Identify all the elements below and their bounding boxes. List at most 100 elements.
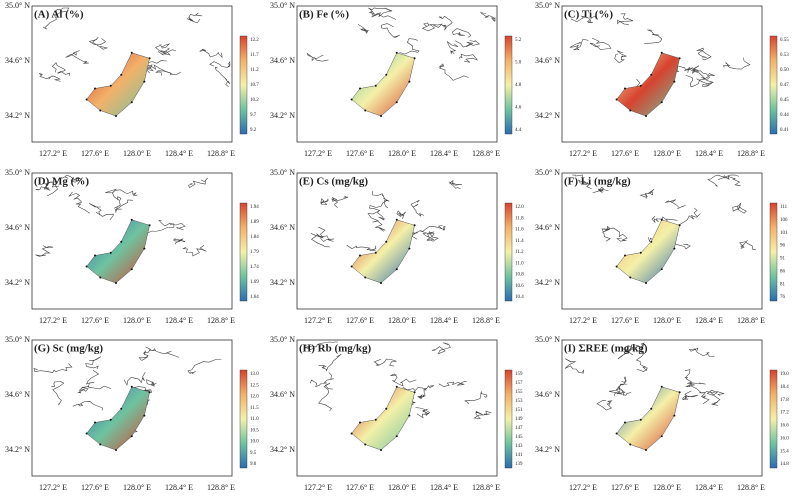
x-tick-label: 128.4° E [430, 316, 458, 325]
sample-site [385, 73, 388, 76]
map-frame [561, 5, 763, 143]
colorbar [769, 369, 778, 469]
colorbar-label: 0.44 [780, 113, 789, 118]
sample-site [615, 432, 618, 435]
colorbar-label: 1.79 [250, 250, 259, 255]
interpolated-area [351, 386, 415, 451]
coastline [358, 23, 370, 34]
sample-site [413, 57, 416, 60]
coastline [700, 391, 725, 405]
coastline [367, 210, 386, 232]
coastline [438, 63, 469, 81]
colorbar-label: 101 [780, 231, 788, 236]
coastline [681, 390, 699, 401]
sample-site [395, 218, 398, 221]
colorbar-label: 10.6 [515, 284, 524, 289]
interpolated-area [351, 52, 415, 117]
y-tick-label: 34.6° N [535, 56, 560, 65]
sample-site [645, 115, 647, 117]
coastline [310, 233, 330, 248]
colorbar-label: 11.6 [515, 228, 524, 233]
map-frame [31, 5, 233, 143]
coastline [665, 199, 686, 210]
coastline [732, 202, 747, 214]
coastline [77, 386, 90, 394]
x-tick-label: 128.8° E [472, 483, 500, 492]
interpolated-area [86, 219, 150, 284]
colorbar-label: 0.50 [780, 68, 789, 73]
x-tick-label: 128.4° E [695, 316, 723, 325]
panel-title: (D) Mg (%) [34, 176, 89, 188]
x-tick-label: 128.0° E [388, 483, 416, 492]
sample-site [143, 80, 146, 83]
colorbar-label: 10.2 [250, 98, 259, 103]
colorbar-label: 141 [515, 453, 523, 458]
coastline [309, 372, 334, 388]
sample-site [99, 276, 102, 279]
interpolated-area [86, 386, 150, 451]
x-tick-label: 128.4° E [430, 483, 458, 492]
coastline [155, 43, 177, 54]
x-tick-label: 128.4° E [165, 483, 193, 492]
coastline [685, 382, 705, 394]
colorbar-label: 1.74 [250, 265, 259, 270]
coastline [209, 61, 231, 68]
x-tick-label: 128.0° E [653, 316, 681, 325]
coastline [688, 347, 715, 357]
sample-site [94, 87, 96, 90]
sample-site [639, 84, 642, 87]
map-frame [31, 339, 233, 477]
sample-site [639, 251, 642, 254]
x-tick-label: 127.2° E [569, 316, 597, 325]
coastline [473, 410, 492, 419]
coastline [589, 37, 612, 50]
sample-site [413, 391, 416, 394]
coastline [369, 199, 388, 221]
sample-site [120, 73, 123, 76]
y-tick-label: 34.6° N [270, 390, 295, 399]
coastline [373, 358, 397, 367]
coastline [596, 399, 613, 411]
y-tick-label: 34.2° N [270, 111, 295, 120]
coastline [88, 37, 109, 50]
colorbar-label: 91 [780, 257, 786, 262]
coastline [592, 186, 609, 194]
sample-site [148, 391, 151, 394]
coastline [35, 181, 59, 191]
sample-site [130, 218, 133, 221]
colorbar-label: 19.0 [780, 372, 789, 377]
sample-site [364, 443, 367, 446]
map-panel: (F) Li (mg/kg) 127.2° E 127.6° E 128.0° E 12… [535, 168, 788, 325]
y-tick-label: 34.2° N [5, 111, 30, 120]
coastline [134, 386, 152, 393]
interpolated-area [616, 386, 680, 451]
x-tick-label: 127.2° E [39, 483, 67, 492]
coastline [65, 50, 89, 64]
colorbar-label: 5.2 [515, 38, 522, 43]
sample-site [624, 421, 626, 424]
map-frame [561, 339, 763, 477]
coastline [85, 356, 101, 370]
colorbar-label: 0.55 [780, 38, 789, 43]
sample-site [364, 109, 367, 112]
coastline [564, 358, 585, 374]
sample-site [130, 101, 133, 104]
sample-site [115, 449, 117, 451]
sample-site [408, 414, 411, 417]
coastline [464, 391, 488, 404]
map-frame [296, 172, 498, 310]
coastline [458, 53, 479, 63]
coastline [399, 38, 420, 55]
colorbar [769, 202, 778, 302]
sample-site [359, 87, 361, 90]
colorbar-label: 1.89 [250, 220, 259, 225]
coastline [601, 228, 611, 242]
y-tick-label: 34.2° N [5, 278, 30, 287]
coastline [644, 29, 663, 44]
sample-site [109, 84, 112, 87]
coastline [155, 70, 181, 76]
sample-site [85, 98, 88, 101]
sample-site [629, 109, 632, 112]
x-tick-label: 128.0° E [653, 483, 681, 492]
sample-site [350, 432, 353, 435]
